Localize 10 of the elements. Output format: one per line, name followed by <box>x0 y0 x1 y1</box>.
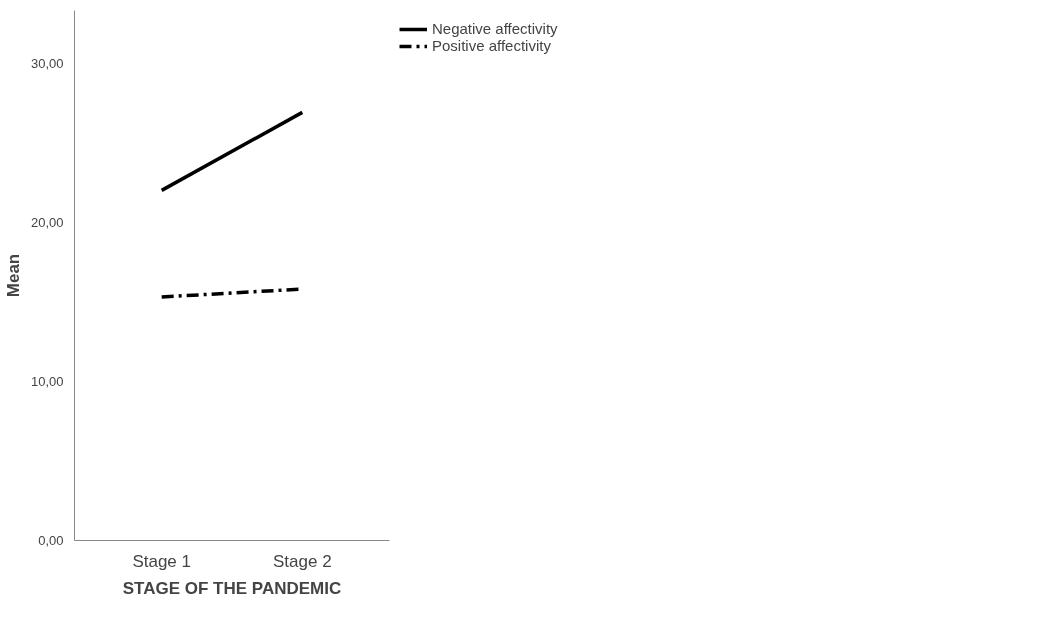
x-tick-label: Stage 1 <box>132 551 191 571</box>
y-tick-label: 20,00 <box>30 214 64 230</box>
y-tick-label: 30,00 <box>30 55 64 71</box>
x-axis-title: STAGE OF THE PANDEMIC <box>122 578 342 598</box>
y-tick-label: 10,00 <box>30 373 64 389</box>
y-tick-label: 0,00 <box>38 533 64 548</box>
x-tick-label: Stage 2 <box>273 551 332 571</box>
legend-label: Negative affectivity <box>432 20 558 37</box>
legend-label: Positive affectivity <box>432 37 551 54</box>
y-axis-title: Mean <box>3 253 23 298</box>
